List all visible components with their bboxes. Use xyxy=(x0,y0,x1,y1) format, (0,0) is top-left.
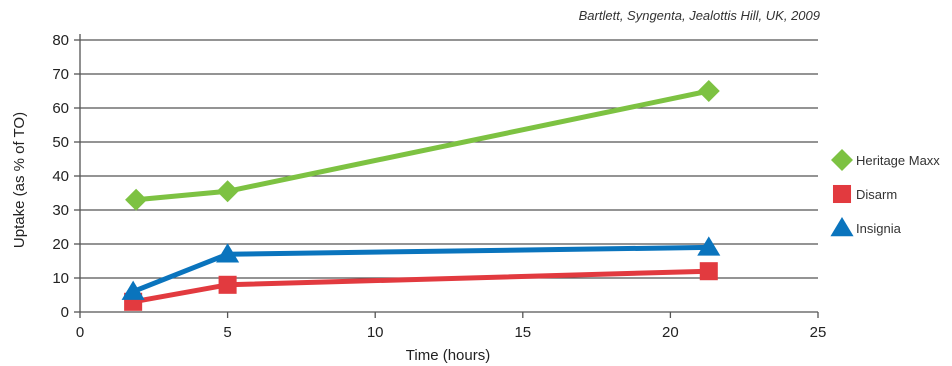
axis-layer xyxy=(74,34,819,318)
y-tick-label-2: 20 xyxy=(52,236,69,253)
y-tick-label-1: 10 xyxy=(52,270,69,287)
y-tick-label-5: 50 xyxy=(52,134,69,151)
x-tick-label-3: 15 xyxy=(514,324,531,341)
x-tick-label-4: 20 xyxy=(662,324,679,341)
chart-source-note: Bartlett, Syngenta, Jealottis Hill, UK, … xyxy=(579,8,820,23)
legend-marker-heritage-maxx xyxy=(831,149,853,171)
data-point-heritage-maxx-0 xyxy=(125,188,148,211)
data-point-insignia-1 xyxy=(216,243,240,263)
legend-label-heritage-maxx: Heritage Maxx xyxy=(856,153,940,168)
legend-marker-insignia xyxy=(830,217,854,237)
legend-label-disarm: Disarm xyxy=(856,187,897,202)
series-layer xyxy=(130,88,712,305)
y-tick-label-6: 60 xyxy=(52,100,69,117)
data-point-insignia-2 xyxy=(697,236,721,256)
x-tick-label-5: 25 xyxy=(810,324,827,341)
series-line-heritage-maxx xyxy=(133,88,712,203)
x-tick-label-0: 0 xyxy=(76,324,84,341)
data-point-heritage-maxx-1 xyxy=(216,180,239,203)
x-tick-label-2: 10 xyxy=(367,324,384,341)
y-axis-title: Uptake (as % of TO) xyxy=(11,112,28,248)
legend-label-insignia: Insignia xyxy=(856,221,902,236)
y-tick-label-3: 30 xyxy=(52,202,69,219)
label-layer: 0 10 20 30 40 50 60 70 80 0 5 10 15 20 25 xyxy=(52,32,826,341)
marker-layer xyxy=(121,80,721,311)
grid-layer xyxy=(80,39,818,279)
data-point-heritage-maxx-2 xyxy=(697,80,720,102)
data-point-disarm-1 xyxy=(218,275,237,294)
x-tick-label-1: 5 xyxy=(223,324,231,341)
data-point-insignia-0 xyxy=(121,280,145,300)
data-point-disarm-2 xyxy=(699,262,718,281)
y-tick-label-4: 40 xyxy=(52,168,69,185)
y-tick-label-8: 80 xyxy=(52,32,69,49)
legend-marker-disarm xyxy=(832,184,852,204)
x-axis-title: Time (hours) xyxy=(406,347,490,364)
y-tick-label-7: 70 xyxy=(52,66,69,83)
y-tick-label-0: 0 xyxy=(61,304,69,321)
legend: Heritage Maxx Disarm Insignia xyxy=(830,149,940,237)
